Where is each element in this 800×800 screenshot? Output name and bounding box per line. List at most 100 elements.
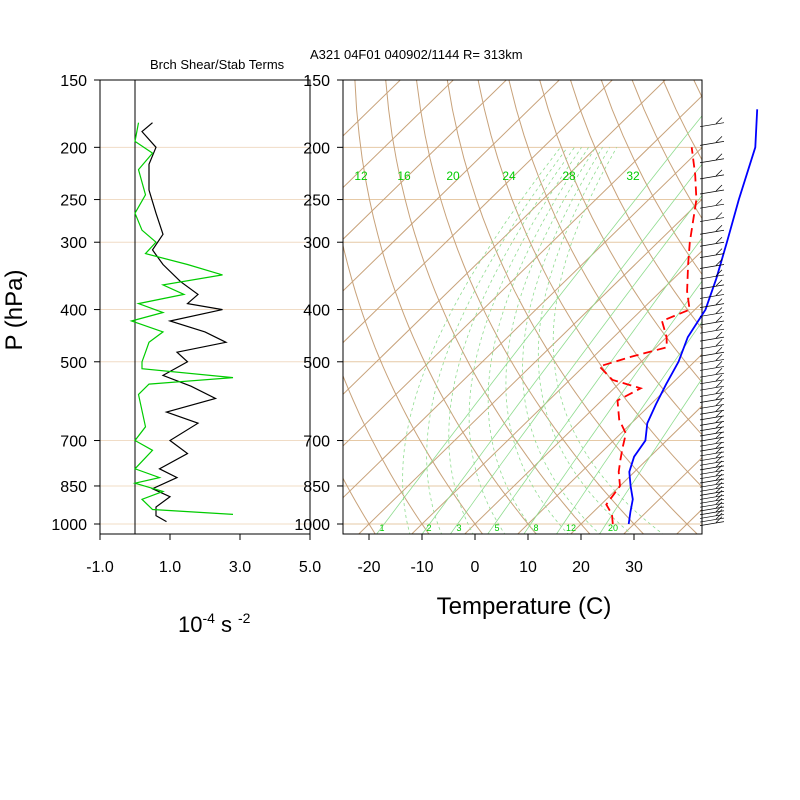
wind-barb bbox=[699, 478, 725, 484]
wind-barb bbox=[699, 431, 725, 437]
wind-barb bbox=[699, 415, 725, 421]
isotherm bbox=[343, 80, 508, 240]
right-y-tick-label: 200 bbox=[303, 140, 330, 157]
wind-barb-flag bbox=[715, 497, 723, 505]
wind-barb bbox=[699, 328, 725, 334]
wind-barb bbox=[699, 495, 725, 500]
wind-barb-flag bbox=[715, 367, 723, 375]
wind-barb bbox=[699, 486, 725, 492]
shear-term-line bbox=[141, 122, 228, 523]
dry-adiabat bbox=[343, 477, 376, 534]
mixing-ratio-line bbox=[487, 237, 702, 534]
wind-barb-flag bbox=[715, 354, 723, 361]
right-y-tick-label: 400 bbox=[303, 303, 330, 320]
wind-barb bbox=[699, 229, 725, 235]
wind-barb bbox=[699, 498, 725, 504]
wind-barb-flag bbox=[715, 279, 723, 287]
dry-adiabat bbox=[539, 80, 702, 383]
isotherm bbox=[343, 80, 614, 344]
wind-barb-flag bbox=[715, 516, 723, 523]
dry-adiabat bbox=[662, 80, 702, 161]
right-y-tick-label: 700 bbox=[303, 434, 330, 451]
xlabel-unit-exponent: -2 bbox=[238, 610, 251, 626]
isotherm bbox=[343, 80, 667, 396]
dewpoint-profile bbox=[597, 147, 698, 525]
right-x-tick-label: 0 bbox=[471, 559, 480, 576]
wind-barb bbox=[699, 474, 725, 480]
wind-barb bbox=[699, 141, 725, 146]
wind-barb-flag bbox=[715, 315, 723, 323]
mixing-ratio-line bbox=[421, 163, 702, 534]
wind-barb-flag bbox=[715, 387, 723, 394]
isotherm bbox=[343, 80, 455, 189]
right-x-tick-label: 20 bbox=[572, 559, 590, 576]
wind-barb-flag bbox=[715, 248, 723, 255]
wind-barb bbox=[699, 521, 725, 526]
wind-barb bbox=[699, 469, 725, 475]
left-y-tick-label: 400 bbox=[60, 303, 87, 320]
mixing-ratio-line bbox=[523, 280, 702, 534]
wind-barb bbox=[699, 241, 725, 247]
svg-text:10-4s-2: 10-4 s -2 bbox=[178, 610, 251, 637]
mixing-ratio-label: 12 bbox=[354, 169, 368, 183]
mixing-ratio-label: 20 bbox=[446, 169, 460, 183]
isotherm bbox=[623, 456, 702, 534]
left-panel-title: Brch Shear/Stab Terms bbox=[150, 57, 285, 72]
dry-adiabat bbox=[385, 80, 591, 534]
wind-barb-flag bbox=[715, 486, 723, 493]
dry-adiabat bbox=[227, 47, 323, 536]
isotherm bbox=[343, 80, 402, 137]
wind-barb-flag bbox=[715, 426, 723, 434]
wind-barb-flag bbox=[715, 404, 723, 412]
wind-barb-flag bbox=[715, 501, 723, 509]
wind-barb-flag bbox=[715, 153, 723, 160]
dry-adiabat bbox=[343, 374, 430, 534]
dry-adiabat bbox=[343, 243, 484, 534]
mixing-ratio-label: 24 bbox=[502, 169, 516, 183]
right-x-tick-label: -10 bbox=[410, 559, 433, 576]
wind-barb-flag bbox=[715, 323, 723, 331]
wind-barb bbox=[699, 217, 725, 222]
wind-barb bbox=[699, 274, 725, 280]
right-x-tick-label: -20 bbox=[357, 559, 380, 576]
left-x-tick-label: 5.0 bbox=[299, 559, 321, 576]
skew-grid-group bbox=[227, 28, 800, 536]
dry-adiabat bbox=[508, 80, 702, 436]
wind-barb bbox=[699, 404, 725, 409]
mixing-ratio-label: 16 bbox=[397, 169, 411, 183]
mixing-ratio-bottom-label: 3 bbox=[456, 523, 461, 533]
wind-barb bbox=[699, 312, 725, 317]
wind-barb-flag bbox=[715, 339, 723, 347]
wind-barb bbox=[699, 426, 725, 432]
dry-adiabat bbox=[477, 80, 702, 488]
stability-term-line bbox=[129, 122, 234, 515]
wind-barb-flag bbox=[715, 399, 723, 406]
right-y-tick-label: 250 bbox=[303, 193, 330, 210]
mixing-ratio-line bbox=[556, 321, 702, 534]
dry-adiabat bbox=[446, 80, 698, 534]
wind-barb bbox=[699, 336, 725, 342]
wind-barb-flag bbox=[715, 512, 723, 520]
pressure-axis-label: P (hPa) bbox=[1, 270, 28, 351]
wind-barb-flag bbox=[715, 490, 723, 497]
wind-barb-flag bbox=[715, 416, 723, 423]
wind-barb-flag bbox=[715, 431, 723, 439]
isotherm bbox=[411, 250, 702, 534]
left-y-tick-label: 700 bbox=[60, 434, 87, 451]
wind-barb bbox=[699, 510, 725, 516]
moist-adiabat bbox=[487, 147, 589, 534]
left-panel: 150 200 250 300 400 500 700 850 1000 -1.0 1.0 3.0 5.… bbox=[51, 73, 321, 576]
wind-barb bbox=[699, 366, 725, 371]
wind-barb-flag bbox=[715, 410, 723, 418]
left-y-tick-label: 150 bbox=[60, 73, 87, 90]
wind-barb bbox=[699, 421, 725, 426]
dry-adiabat bbox=[354, 80, 537, 534]
isotherm bbox=[728, 28, 800, 536]
left-y-tick-label: 850 bbox=[60, 479, 87, 496]
wind-barb-flag bbox=[715, 374, 723, 382]
wind-barb-flag bbox=[715, 505, 723, 513]
mixing-ratio-bottom-label: 12 bbox=[566, 523, 576, 533]
wind-barb bbox=[699, 303, 725, 308]
wind-barb bbox=[699, 456, 725, 462]
left-x-tick-label: -1.0 bbox=[86, 559, 114, 576]
